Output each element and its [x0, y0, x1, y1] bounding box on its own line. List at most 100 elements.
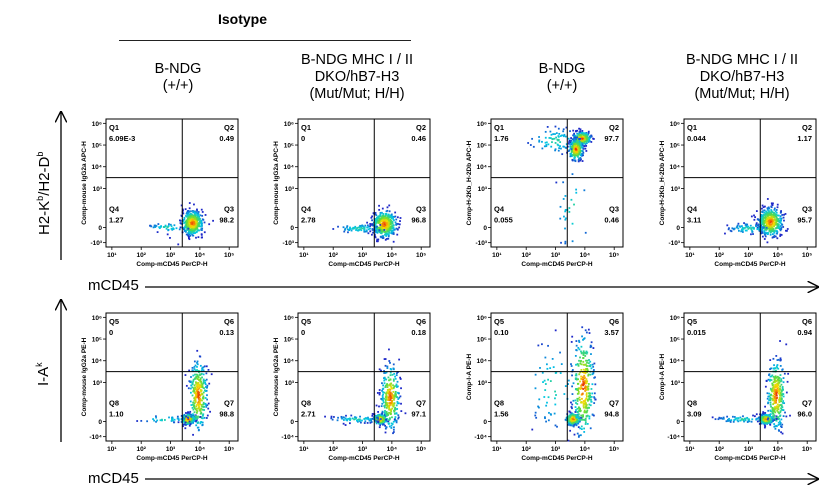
event-point: [187, 421, 190, 424]
event-point: [385, 234, 388, 237]
event-point: [584, 421, 587, 424]
event-point: [193, 225, 195, 228]
event-point: [554, 149, 557, 152]
event-point: [545, 145, 548, 148]
event-point: [757, 227, 760, 230]
event-point: [337, 416, 339, 419]
event-point: [384, 401, 387, 403]
event-point: [776, 230, 778, 232]
event-point: [188, 412, 191, 415]
event-point: [714, 418, 717, 421]
event-point: [590, 400, 593, 403]
event-point: [563, 393, 566, 395]
event-point: [778, 399, 781, 402]
event-point: [748, 227, 751, 229]
event-point: [586, 371, 589, 374]
event-point: [385, 417, 388, 420]
event-point: [392, 363, 395, 366]
event-point: [751, 230, 754, 233]
event-point: [196, 216, 199, 218]
event-point: [774, 383, 777, 386]
event-point: [168, 223, 170, 226]
event-point: [185, 215, 188, 218]
event-point: [180, 415, 183, 417]
event-point: [388, 402, 391, 404]
event-point: [545, 144, 548, 146]
event-point: [767, 224, 770, 227]
column-title-3-line1: B-NDG: [538, 61, 586, 77]
event-point: [781, 408, 784, 411]
event-point: [575, 191, 578, 194]
event-point: [577, 364, 580, 367]
event-point: [205, 417, 208, 419]
event-point: [575, 415, 578, 418]
event-point: [571, 393, 574, 395]
event-point: [377, 226, 380, 229]
event-point: [387, 230, 390, 233]
event-point: [344, 417, 347, 420]
event-point: [164, 419, 166, 421]
event-point: [197, 429, 200, 432]
event-point: [381, 215, 384, 218]
event-point: [787, 372, 790, 375]
event-point: [575, 423, 578, 426]
event-point: [772, 224, 775, 227]
event-point: [769, 401, 772, 404]
event-point: [772, 398, 774, 401]
event-point: [371, 417, 374, 420]
event-point: [192, 230, 195, 233]
event-point: [775, 365, 778, 368]
event-point: [573, 415, 576, 418]
event-point: [191, 414, 194, 417]
event-point: [758, 229, 761, 232]
event-point: [733, 416, 736, 418]
event-point: [781, 386, 784, 389]
event-point: [557, 135, 560, 138]
event-point: [382, 220, 385, 222]
x-tick-label: 10¹: [492, 252, 501, 259]
event-point: [764, 416, 767, 419]
y-tick-label: 10⁵: [670, 143, 680, 150]
event-point: [392, 431, 395, 433]
event-point: [569, 145, 572, 148]
event-point: [593, 362, 596, 365]
event-point: [388, 396, 390, 399]
event-point: [378, 422, 380, 425]
event-point: [761, 207, 763, 210]
event-point: [378, 416, 380, 419]
y-tick-label: 10⁶: [670, 315, 680, 322]
event-point: [575, 402, 577, 404]
event-point: [771, 411, 774, 414]
event-point: [195, 376, 197, 378]
event-point: [768, 216, 771, 219]
event-point: [372, 228, 374, 231]
event-point: [586, 414, 589, 417]
event-point: [173, 224, 176, 227]
event-point: [570, 420, 573, 423]
event-point: [190, 418, 193, 421]
event-point: [199, 397, 202, 400]
event-point: [330, 417, 333, 420]
event-point: [392, 405, 395, 408]
event-point: [578, 147, 581, 149]
event-point: [779, 221, 782, 224]
event-point: [559, 372, 562, 374]
event-point: [582, 135, 584, 138]
event-point: [190, 376, 192, 378]
event-point: [198, 400, 201, 403]
event-point: [580, 363, 583, 366]
event-point: [369, 223, 372, 225]
x-tick-label: 10⁵: [802, 446, 812, 453]
event-point: [574, 388, 577, 391]
event-point: [575, 344, 578, 347]
event-point: [384, 219, 386, 222]
event-point: [574, 136, 577, 139]
event-point: [195, 227, 198, 230]
event-point: [202, 391, 205, 394]
x-tick-label: 10³: [551, 446, 561, 453]
event-point: [577, 378, 579, 381]
event-point: [192, 370, 195, 372]
event-point: [388, 384, 391, 387]
event-point: [578, 339, 580, 342]
event-point: [198, 409, 201, 412]
